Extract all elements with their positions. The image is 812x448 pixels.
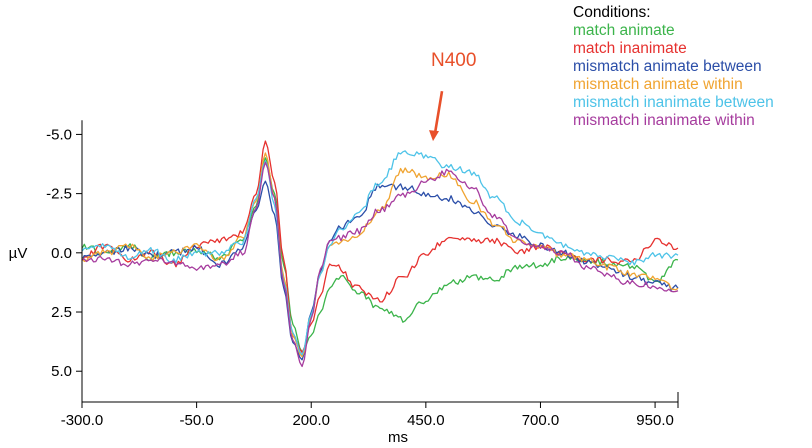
axes: -5.0 -2.5 0.0 2.5 5.0 -300.0 -50.0 200.0 450.0 70… <box>9 120 679 446</box>
x-tick-label: 700.0 <box>522 412 560 429</box>
legend-item-3: mismatch animate within <box>573 76 743 93</box>
x-tick-label: -50.0 <box>180 412 214 429</box>
series-line-2 <box>81 180 679 361</box>
legend-title: Conditions: <box>573 4 651 21</box>
x-tick-label: 450.0 <box>407 412 445 429</box>
y-tick-label: -5.0 <box>46 126 72 143</box>
x-tick-label: -300.0 <box>61 412 104 429</box>
y-tick-label: 0.0 <box>51 245 72 262</box>
x-axis-label: ms <box>388 429 408 446</box>
legend-item-0: match animate <box>573 22 675 39</box>
y-tick-label: -2.5 <box>46 186 72 203</box>
n400-arrow <box>433 90 444 134</box>
legend-item-4: mismatch inanimate between <box>573 94 774 111</box>
legend-item-5: mismatch inanimate within <box>573 112 755 129</box>
series-line-5 <box>81 161 679 368</box>
legend-items: match animate match inanimate mismatch ani… <box>573 22 774 130</box>
y-tick-label: 5.0 <box>51 363 72 380</box>
y-axis-label: µV <box>9 245 28 262</box>
legend: Conditions: match animate match inanimate… <box>573 4 774 130</box>
x-tick-label: 950.0 <box>636 412 674 429</box>
series-line-1 <box>81 140 679 354</box>
x-tick-label: 200.0 <box>292 412 330 429</box>
series-lines <box>81 140 679 368</box>
legend-item-1: match inanimate <box>573 40 687 57</box>
y-tick-label: 2.5 <box>51 304 72 321</box>
n400-annotation: N400 <box>431 50 477 71</box>
n400-arrow-head <box>429 130 440 142</box>
legend-item-2: mismatch animate between <box>573 58 762 75</box>
series-line-4 <box>81 150 679 356</box>
